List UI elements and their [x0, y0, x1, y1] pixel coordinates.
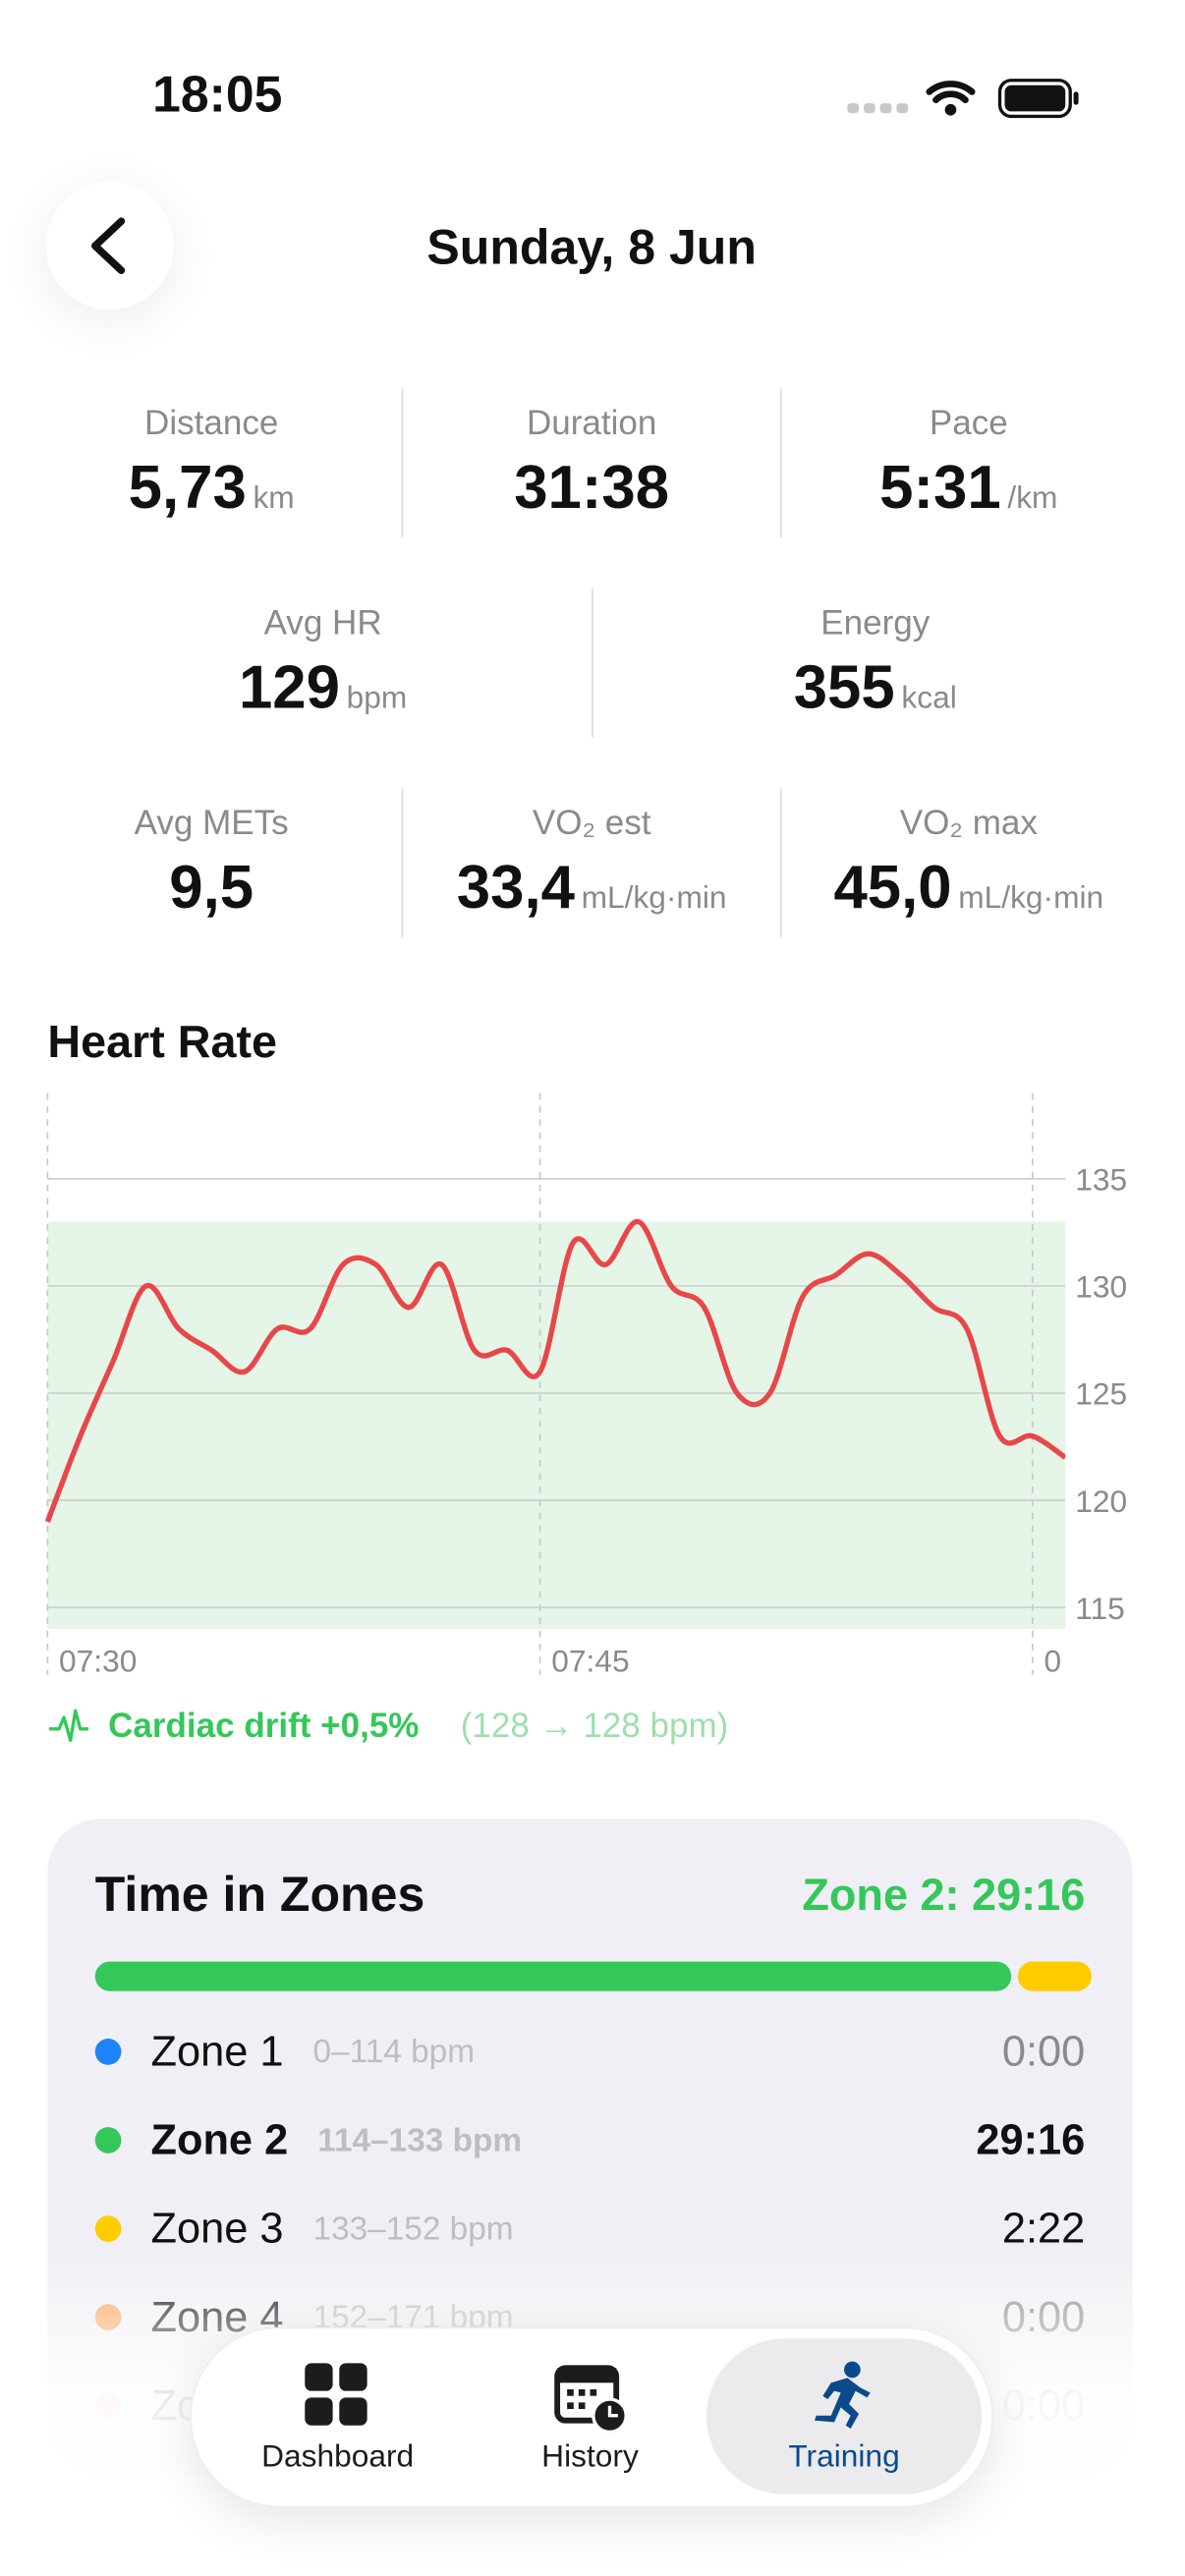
tab-item[interactable]: [705, 2338, 983, 2494]
zone-bar-segment: [94, 1961, 1011, 1991]
divider: [779, 388, 782, 538]
heart-rate-chart: 115 120 125 130 135 07:30 07:45 0: [44, 1092, 1127, 1678]
tab-label: Training: [788, 2439, 900, 2475]
heart-rate-line: [44, 1218, 1066, 1523]
zone-range: 0–114 bpm: [312, 2034, 475, 2071]
zones-title: Time in Zones: [94, 1868, 425, 1923]
stat-label: Pace: [929, 405, 1008, 443]
stat-number: 9,5: [169, 854, 254, 922]
stat-label: Distance: [144, 405, 279, 443]
zone-time: 2:22: [1001, 2203, 1086, 2253]
zone-bar-segment: [1017, 1961, 1092, 1991]
zone-dot: [94, 2039, 122, 2065]
y-tick-label: 115: [1075, 1591, 1125, 1626]
zone-range: 133–152 bpm: [312, 2212, 514, 2248]
stat-label: Energy: [820, 604, 931, 643]
divider: [401, 388, 404, 538]
y-tick-label: 120: [1075, 1484, 1127, 1519]
back-button[interactable]: [45, 182, 174, 310]
stat-unit: km: [253, 481, 295, 517]
tab-label: History: [541, 2439, 639, 2475]
x-tick-label: 07:30: [59, 1643, 137, 1678]
zone-name: Zone 2: [150, 2114, 289, 2164]
page-title: Sunday, 8 Jun: [426, 221, 757, 276]
y-tick-label: 130: [1075, 1269, 1127, 1305]
stat-label: VO₂ est: [532, 805, 651, 843]
stat-value: 33,4 mL/kg·min: [457, 854, 727, 923]
stat-number: 129: [238, 653, 340, 721]
stat-value: 5,73 km: [129, 454, 295, 523]
stat-label: Avg HR: [263, 604, 382, 643]
zone-name: Zone 3: [150, 2203, 284, 2253]
section-title: Heart Rate: [47, 1016, 278, 1067]
tab-label: Dashboard: [261, 2439, 415, 2475]
stat-number: 5:31: [879, 454, 1001, 522]
stat-label: Avg METs: [134, 805, 289, 843]
stat-label: Duration: [526, 405, 657, 443]
tab-icon: [305, 2363, 367, 2426]
zone-time: 29:16: [976, 2114, 1086, 2164]
stat-value: 31:38: [514, 454, 669, 523]
stat-number: 355: [793, 653, 895, 721]
target-zone-band: [47, 1221, 1066, 1630]
divider: [592, 588, 593, 738]
tab-icon: [554, 2365, 627, 2433]
zone-dot: [94, 2127, 122, 2154]
divider: [401, 788, 404, 938]
divider: [779, 788, 782, 938]
drift-label: Cardiac drift +0,5%: [108, 1708, 420, 1746]
zone-time: 0:00: [1001, 2026, 1086, 2076]
stat-value: 129 bpm: [239, 654, 407, 723]
zone-name: Zone 1: [150, 2026, 284, 2076]
stat-number: 5,73: [128, 454, 247, 522]
stat-value: 5:31/km: [879, 454, 1057, 523]
back-icon: [90, 217, 126, 274]
stat-value: 45,0 mL/kg·min: [833, 854, 1103, 923]
status-time: 18:05: [152, 65, 283, 124]
drift-detail: (128 → 128 bpm): [460, 1708, 729, 1746]
stat-number: 33,4: [456, 854, 575, 922]
y-tick-label: 125: [1075, 1376, 1127, 1412]
zone-dot: [94, 2215, 122, 2242]
stat-label: VO₂ max: [899, 805, 1038, 843]
stat-unit: /km: [1007, 481, 1058, 517]
stat-number: 45,0: [833, 854, 952, 922]
drift-icon: [49, 1708, 89, 1743]
stat-number: 31:38: [514, 454, 670, 522]
stat-unit: bpm: [346, 681, 408, 716]
stat-unit: mL/kg·min: [581, 881, 727, 917]
stat-unit: kcal: [901, 681, 957, 716]
status-icons: [847, 79, 1079, 119]
stat-unit: mL/kg·min: [958, 881, 1104, 917]
x-tick-label: 0: [1044, 1643, 1061, 1678]
stat-value: 355 kcal: [794, 654, 957, 723]
x-tick-label: 07:45: [551, 1643, 629, 1678]
stat-value: 9,5: [169, 854, 254, 923]
current-zone: Zone 2: 29:16: [802, 1871, 1086, 1921]
tab-icon: [815, 2361, 871, 2430]
zone-range: 114–133 bpm: [317, 2122, 522, 2159]
y-tick-label: 135: [1075, 1162, 1127, 1198]
